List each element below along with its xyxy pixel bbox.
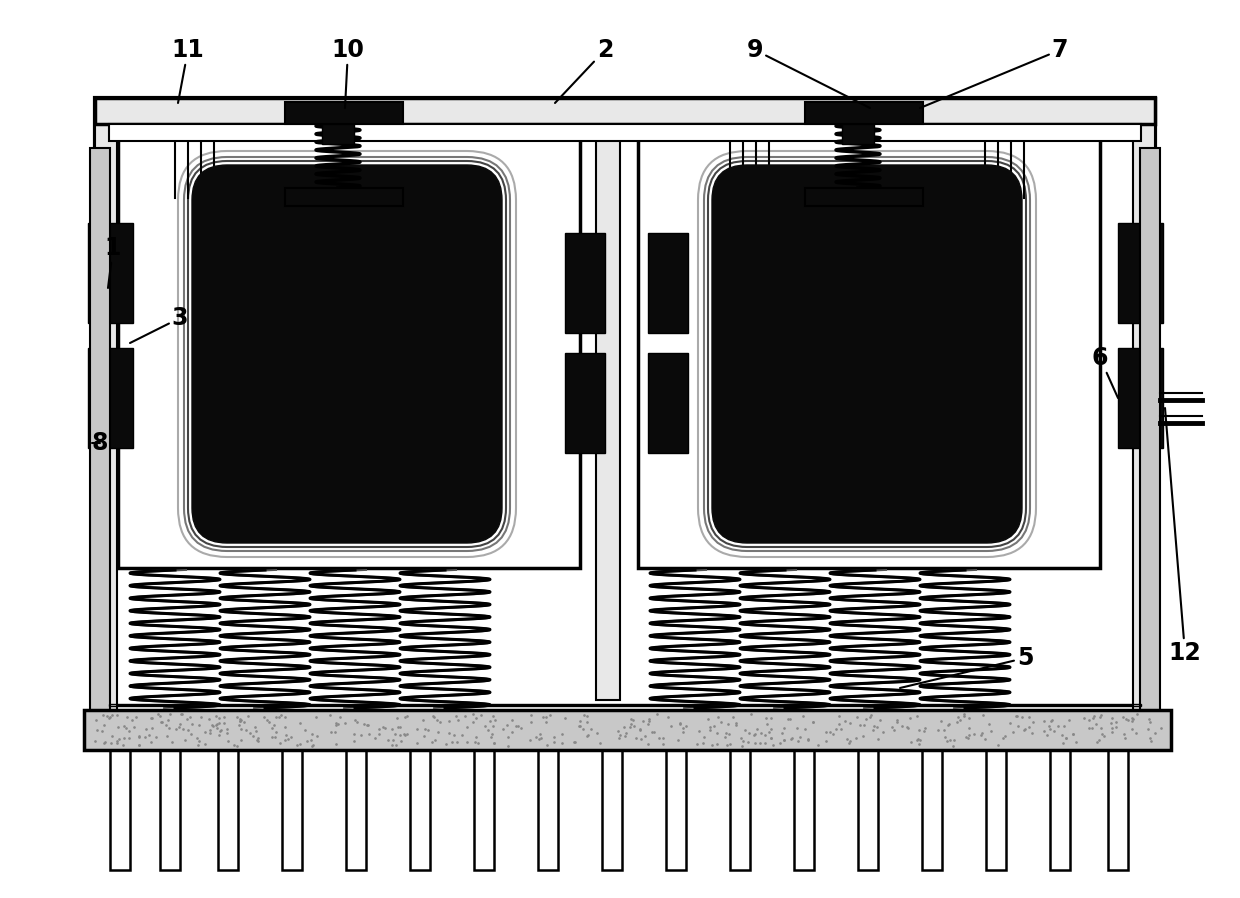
Bar (88, 348, 133, 448)
Bar (1140, 148, 1159, 750)
Bar (218, 750, 238, 870)
Bar (565, 353, 605, 453)
Text: 1: 1 (105, 236, 122, 288)
Bar (109, 706, 1141, 710)
Text: 9: 9 (746, 38, 870, 108)
Bar (1118, 223, 1163, 323)
Bar (109, 112, 1141, 706)
Bar (109, 704, 1141, 706)
Bar (91, 148, 110, 750)
Bar (95, 98, 1154, 720)
Bar (794, 750, 813, 870)
Bar (805, 188, 923, 206)
Bar (285, 188, 403, 206)
Bar (95, 98, 117, 720)
Bar (1050, 750, 1070, 870)
Bar (730, 750, 750, 870)
Bar (1109, 750, 1128, 870)
Text: 7: 7 (920, 38, 1068, 108)
Text: 10: 10 (331, 38, 365, 108)
Bar (538, 750, 558, 870)
Bar (110, 750, 130, 870)
Text: 6: 6 (1091, 346, 1118, 398)
Bar (923, 750, 942, 870)
Text: 5: 5 (900, 646, 1033, 688)
Bar (322, 124, 353, 144)
FancyBboxPatch shape (712, 165, 1022, 543)
Text: 8: 8 (92, 431, 108, 455)
Bar (410, 750, 430, 870)
Bar (109, 112, 1141, 706)
Bar (281, 750, 303, 870)
Bar (118, 138, 580, 568)
Bar (346, 750, 366, 870)
Bar (858, 750, 878, 870)
Bar (986, 750, 1006, 870)
Text: 11: 11 (171, 38, 205, 103)
Bar (649, 233, 688, 333)
Bar (666, 750, 686, 870)
Bar (842, 124, 874, 144)
Bar (639, 138, 1100, 568)
Bar (1133, 98, 1154, 720)
Bar (95, 98, 1154, 124)
Bar (601, 750, 622, 870)
Bar (109, 124, 1141, 141)
Bar (805, 102, 923, 124)
Bar (88, 223, 133, 323)
Bar (285, 102, 403, 124)
Text: 12: 12 (1166, 408, 1202, 665)
Bar (565, 233, 605, 333)
Text: 2: 2 (556, 38, 614, 103)
Bar (84, 710, 1171, 750)
Bar (1118, 348, 1163, 448)
Text: 3: 3 (130, 306, 188, 343)
Bar (160, 750, 180, 870)
FancyBboxPatch shape (192, 165, 502, 543)
Bar (474, 750, 494, 870)
Bar (596, 113, 620, 700)
Bar (649, 353, 688, 453)
